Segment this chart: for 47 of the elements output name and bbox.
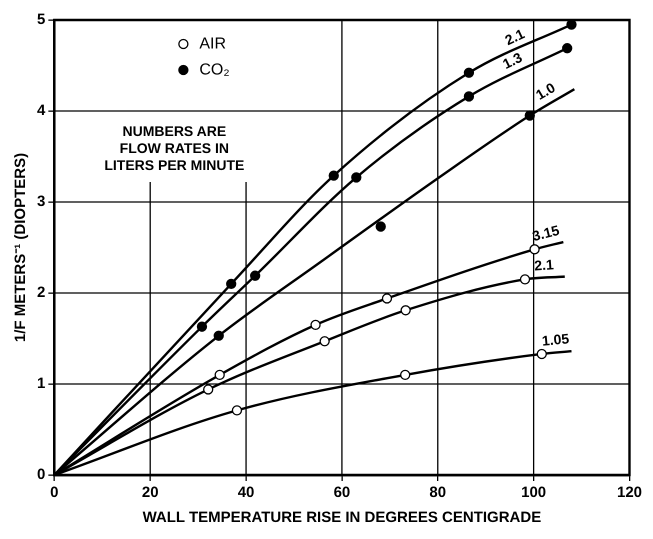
text: 1.3 — [500, 48, 525, 72]
text: 1.05 — [541, 330, 570, 349]
y-tick-label: 2 — [37, 284, 46, 302]
point — [400, 370, 410, 380]
y-tick-label: 4 — [37, 102, 46, 120]
x-tick-label: 80 — [429, 484, 446, 502]
point — [520, 274, 530, 284]
point — [464, 68, 474, 78]
point — [562, 43, 572, 54]
legend-label: CO₂ — [199, 61, 230, 78]
x-axis-title: WALL TEMPERATURE RISE IN DEGREES CENTIGRADE — [142, 509, 542, 526]
annotation: NUMBERS ARE FLOW RATES IN LITERS PER MINUTE — [104, 122, 244, 173]
legend-label: AIR — [199, 35, 226, 52]
point — [196, 322, 208, 332]
text: 1.0 — [532, 79, 558, 103]
point — [250, 270, 260, 281]
point — [382, 293, 392, 304]
point — [214, 370, 225, 380]
point — [566, 20, 577, 30]
x-tick-label: 100 — [521, 484, 546, 502]
y-tick-label: 3 — [37, 193, 46, 210]
x-tick-label: 40 — [238, 484, 254, 502]
point — [529, 244, 540, 254]
point — [464, 91, 474, 102]
point — [214, 330, 224, 341]
point — [232, 405, 242, 416]
y-tick-label: 5 — [37, 11, 46, 28]
y-tick-label: 1 — [37, 375, 46, 392]
x-tick-label: 120 — [616, 484, 642, 502]
x-tick-label: 20 — [142, 484, 159, 502]
point — [524, 110, 535, 121]
x-tick-label: 0 — [50, 484, 59, 502]
point — [351, 172, 362, 183]
point — [536, 348, 547, 360]
series-label: 2.1 — [534, 256, 554, 274]
point — [376, 221, 386, 232]
point — [310, 320, 321, 330]
text: 3.15 — [530, 222, 562, 244]
point — [400, 305, 411, 316]
x-tick-label: 60 — [334, 484, 350, 502]
y-tick-label: 0 — [37, 466, 46, 484]
point — [203, 384, 214, 395]
text: 2.1 — [502, 25, 528, 48]
point — [328, 170, 339, 181]
point — [320, 336, 330, 346]
point — [226, 278, 236, 290]
y-axis-title: 1/F METERS⁻¹ (DIOPTERS) — [12, 152, 30, 342]
